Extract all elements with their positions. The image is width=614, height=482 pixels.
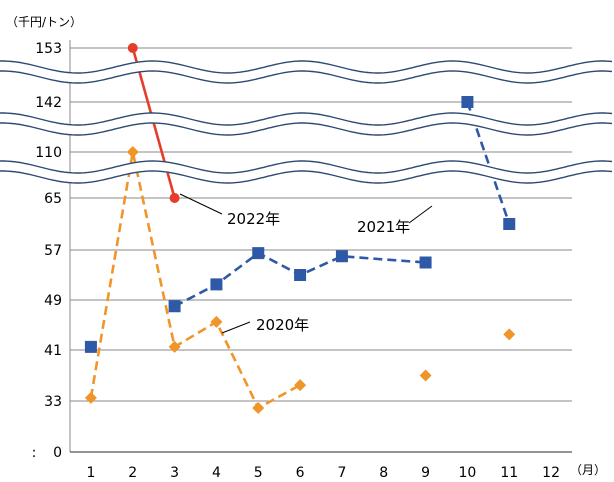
series-name-label: 2020年: [256, 316, 309, 334]
data-point: [503, 218, 516, 230]
data-point: [127, 43, 138, 53]
break-band-fill: [0, 112, 613, 136]
data-point: [294, 379, 307, 392]
y-tick-label: 41: [44, 343, 62, 359]
y-tick-label: 142: [35, 95, 62, 111]
axes: [69, 40, 572, 453]
x-tick-label: 5: [254, 465, 263, 481]
x-tick-label: 8: [379, 465, 388, 481]
data-point: [169, 193, 180, 203]
series-leader-line: [221, 321, 251, 334]
x-unit-label: （月）: [570, 463, 606, 477]
data-point: [503, 328, 516, 341]
data-point: [294, 269, 307, 281]
data-point: [210, 315, 223, 328]
break-band-fill: [0, 160, 613, 184]
break-wave-line: [0, 170, 613, 184]
x-tick-label: 12: [542, 465, 560, 481]
x-tick-label: 6: [296, 465, 305, 481]
data-point: [252, 247, 265, 260]
y-tick-label: 110: [35, 145, 62, 161]
data-point: [168, 340, 181, 353]
x-tick-label: 10: [459, 465, 477, 481]
data-point: [252, 401, 265, 414]
data-point: [84, 391, 97, 404]
series-leader-line: [408, 205, 433, 224]
x-tick-label: 11: [500, 465, 518, 481]
break-wave-line: [0, 112, 613, 126]
series-labels: 2022年 2021年 2020年: [179, 193, 433, 334]
y-tick-label: 33: [44, 394, 62, 410]
y-tick-label: 0: [53, 445, 62, 461]
data-point: [84, 340, 97, 353]
series-leader-line: [179, 193, 223, 215]
y-tick-label: 49: [44, 293, 62, 309]
axis-break-waves: [0, 60, 613, 184]
break-wave-line: [0, 60, 613, 74]
data-point: [419, 256, 432, 269]
data-point: [335, 250, 348, 263]
x-tick-label: 9: [421, 465, 430, 481]
axis-break-marker: :: [32, 445, 37, 461]
series-line: [89, 150, 301, 410]
series-name-label: 2022年: [227, 210, 280, 228]
x-tick-label: 2: [128, 465, 137, 481]
break-wave-line: [0, 122, 613, 136]
break-band-fill: [0, 60, 613, 84]
data-point: [210, 278, 223, 291]
y-unit-label: （千円/トン）: [6, 15, 82, 29]
break-wave-line: [0, 160, 613, 174]
data-point: [419, 369, 432, 382]
series-name-label: 2021年: [357, 218, 410, 236]
x-tick-label: 4: [212, 465, 221, 481]
series-markers: [84, 43, 516, 414]
y-tick-label: 153: [35, 41, 62, 57]
y-tick-label: 57: [44, 243, 62, 259]
data-point: [461, 96, 474, 108]
data-point: [126, 146, 139, 158]
x-tick-label: 7: [337, 465, 346, 481]
gridlines: [70, 47, 572, 453]
y-tick-label: 65: [44, 191, 62, 207]
data-point: [168, 300, 181, 313]
x-tick-label: 1: [86, 465, 95, 481]
x-tick-label: 3: [170, 465, 179, 481]
break-wave-line: [0, 70, 613, 84]
